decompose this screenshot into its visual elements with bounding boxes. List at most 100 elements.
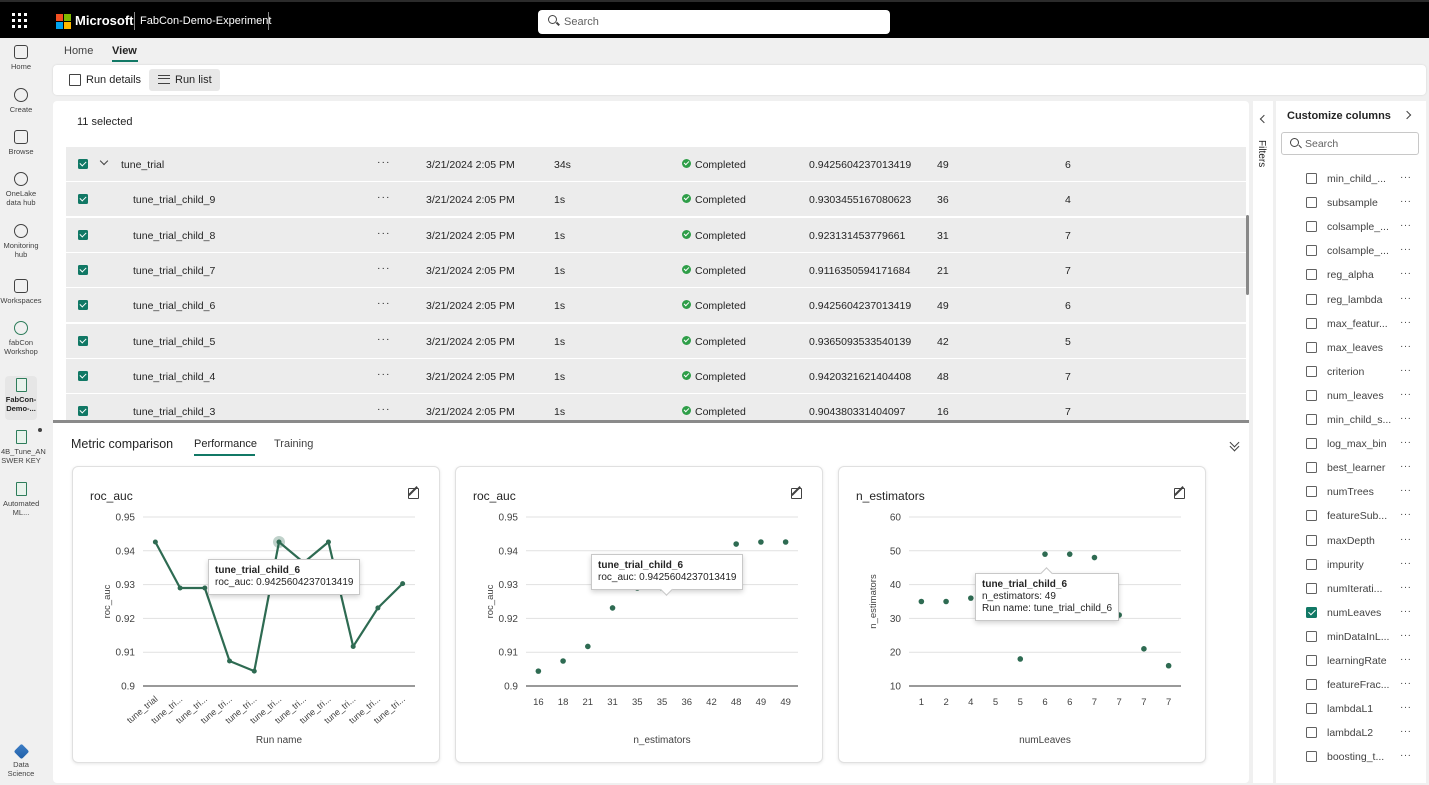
row-checkbox[interactable] [78, 335, 88, 346]
rail-item-monitoring[interactable]: Monitoring hub [0, 224, 42, 259]
column-search-input[interactable]: Search [1281, 132, 1419, 155]
table-row[interactable]: tune_trial ··· 3/21/2024 2:05 PM 34s Complet… [66, 147, 1246, 182]
run-name[interactable]: tune_trial_child_9 [133, 194, 216, 207]
filters-label[interactable]: Filters [1256, 140, 1267, 168]
column-checkbox[interactable] [1306, 293, 1317, 305]
column-checkbox[interactable] [1306, 510, 1317, 522]
column-checkbox[interactable] [1306, 558, 1317, 570]
more-options-icon[interactable]: ··· [1400, 413, 1412, 424]
column-option[interactable]: reg_alpha ··· [1276, 263, 1426, 287]
column-option[interactable]: minDataInL... ··· [1276, 625, 1426, 649]
more-options-icon[interactable]: ··· [1400, 316, 1412, 328]
column-option[interactable]: min_child_... ··· [1276, 167, 1426, 191]
table-row[interactable]: tune_trial_child_6 ··· 3/21/2024 2:05 PM 1s… [66, 288, 1246, 324]
item-name[interactable]: FabCon-Demo-Experiment [140, 15, 272, 27]
rail-item-workspaces[interactable]: Workspaces [0, 279, 42, 305]
column-option[interactable]: subsample ··· [1276, 191, 1426, 215]
column-option[interactable]: numIterati... ··· [1276, 577, 1426, 601]
column-checkbox[interactable] [1306, 414, 1317, 425]
column-option[interactable]: max_leaves ··· [1276, 336, 1426, 360]
filters-strip[interactable] [1253, 101, 1273, 783]
column-option[interactable]: num_leaves ··· [1276, 384, 1426, 408]
column-option[interactable]: maxDepth ··· [1276, 529, 1426, 553]
more-options-icon[interactable]: ··· [1400, 629, 1412, 641]
more-options-icon[interactable]: ··· [1400, 509, 1412, 521]
rail-item-home[interactable]: Home [0, 45, 42, 71]
row-checkbox[interactable] [78, 194, 88, 205]
column-checkbox[interactable] [1306, 462, 1317, 474]
run-name[interactable]: tune_trial_child_3 [133, 406, 216, 419]
column-option[interactable]: best_learner ··· [1276, 456, 1426, 480]
column-checkbox[interactable] [1306, 341, 1317, 353]
column-checkbox[interactable] [1306, 486, 1317, 498]
row-checkbox[interactable] [78, 370, 88, 381]
row-checkbox[interactable] [78, 229, 88, 240]
rail-item-experiment[interactable]: FabCon-Demo-... [0, 378, 42, 413]
column-checkbox[interactable] [1306, 630, 1317, 642]
row-checkbox[interactable] [78, 159, 88, 169]
column-checkbox[interactable] [1306, 365, 1317, 377]
column-checkbox[interactable] [1306, 173, 1317, 184]
chevron-right-icon[interactable] [1402, 110, 1412, 120]
column-checkbox[interactable] [1306, 727, 1317, 739]
more-options-icon[interactable]: ··· [1400, 364, 1412, 376]
column-option[interactable]: numLeaves ··· [1276, 601, 1426, 625]
chevron-left-icon[interactable] [1259, 114, 1269, 124]
column-checkbox[interactable] [1306, 751, 1317, 763]
more-options-icon[interactable]: ··· [377, 297, 391, 310]
more-options-icon[interactable]: ··· [1400, 172, 1412, 183]
rail-item-browse[interactable]: Browse [0, 130, 42, 156]
rail-item-notebook-automl[interactable]: Automated ML... [0, 482, 42, 517]
tab-home[interactable]: Home [64, 45, 94, 57]
column-option[interactable]: colsample_... ··· [1276, 215, 1426, 239]
more-options-icon[interactable]: ··· [1400, 654, 1412, 665]
column-option[interactable]: lambdaL2 ··· [1276, 721, 1426, 745]
more-options-icon[interactable]: ··· [1400, 340, 1412, 352]
column-option[interactable]: reg_lambda ··· [1276, 288, 1426, 312]
column-option[interactable]: min_child_s... ··· [1276, 408, 1426, 432]
column-option[interactable]: colsample_... ··· [1276, 239, 1426, 263]
more-options-icon[interactable]: ··· [1400, 581, 1412, 593]
row-checkbox[interactable] [78, 406, 88, 417]
tab-training[interactable]: Training [274, 438, 314, 450]
more-options-icon[interactable]: ··· [1400, 485, 1412, 497]
column-option[interactable]: featureFrac... ··· [1276, 673, 1426, 697]
table-row[interactable]: tune_trial_child_7 ··· 3/21/2024 2:05 PM 1s… [66, 252, 1246, 288]
table-row[interactable]: tune_trial_child_8 ··· 3/21/2024 2:05 PM 1s… [66, 217, 1246, 253]
table-row[interactable]: tune_trial_child_5 ··· 3/21/2024 2:05 PM 1s… [66, 323, 1246, 359]
column-option[interactable]: lambdaL1 ··· [1276, 697, 1426, 721]
more-options-icon[interactable]: ··· [1400, 388, 1412, 400]
more-options-icon[interactable]: ··· [1400, 244, 1412, 256]
app-launcher-icon[interactable] [12, 13, 30, 28]
column-checkbox[interactable] [1306, 582, 1317, 594]
row-checkbox[interactable] [78, 264, 88, 275]
column-checkbox[interactable] [1306, 703, 1317, 715]
column-checkbox[interactable] [1306, 389, 1317, 401]
table-row[interactable]: tune_trial_child_4 ··· 3/21/2024 2:05 PM 1s… [66, 358, 1246, 394]
more-options-icon[interactable]: ··· [1400, 726, 1412, 738]
column-option[interactable]: max_featur... ··· [1276, 312, 1426, 336]
table-scrollbar[interactable] [1246, 215, 1249, 295]
column-option[interactable]: boosting_t... ··· [1276, 745, 1426, 769]
more-options-icon[interactable]: ··· [1400, 220, 1412, 232]
column-checkbox[interactable] [1306, 221, 1317, 233]
more-options-icon[interactable]: ··· [1400, 750, 1412, 762]
pane-splitter[interactable] [53, 420, 1249, 423]
table-row[interactable]: tune_trial_child_9 ··· 3/21/2024 2:05 PM 1s… [66, 182, 1246, 218]
run-name[interactable]: tune_trial_child_7 [133, 264, 216, 277]
row-checkbox[interactable] [78, 300, 88, 311]
column-checkbox[interactable] [1306, 269, 1317, 281]
run-name[interactable]: tune_trial_child_8 [133, 229, 216, 242]
column-checkbox[interactable] [1306, 655, 1317, 666]
more-options-icon[interactable]: ··· [1400, 702, 1412, 714]
rail-item-workshop[interactable]: fabCon Workshop [0, 321, 42, 356]
more-options-icon[interactable]: ··· [1400, 196, 1412, 208]
column-option[interactable]: learningRate ··· [1276, 649, 1426, 673]
more-options-icon[interactable]: ··· [377, 367, 391, 380]
table-row[interactable]: tune_trial_child_3 ··· 3/21/2024 2:05 PM 1s… [66, 394, 1246, 420]
edit-icon[interactable] [1174, 488, 1185, 499]
more-options-icon[interactable]: ··· [1400, 533, 1412, 545]
run-name[interactable]: tune_trial_child_6 [133, 300, 216, 313]
more-options-icon[interactable]: ··· [377, 261, 391, 274]
run-name[interactable]: tune_trial [121, 159, 165, 171]
